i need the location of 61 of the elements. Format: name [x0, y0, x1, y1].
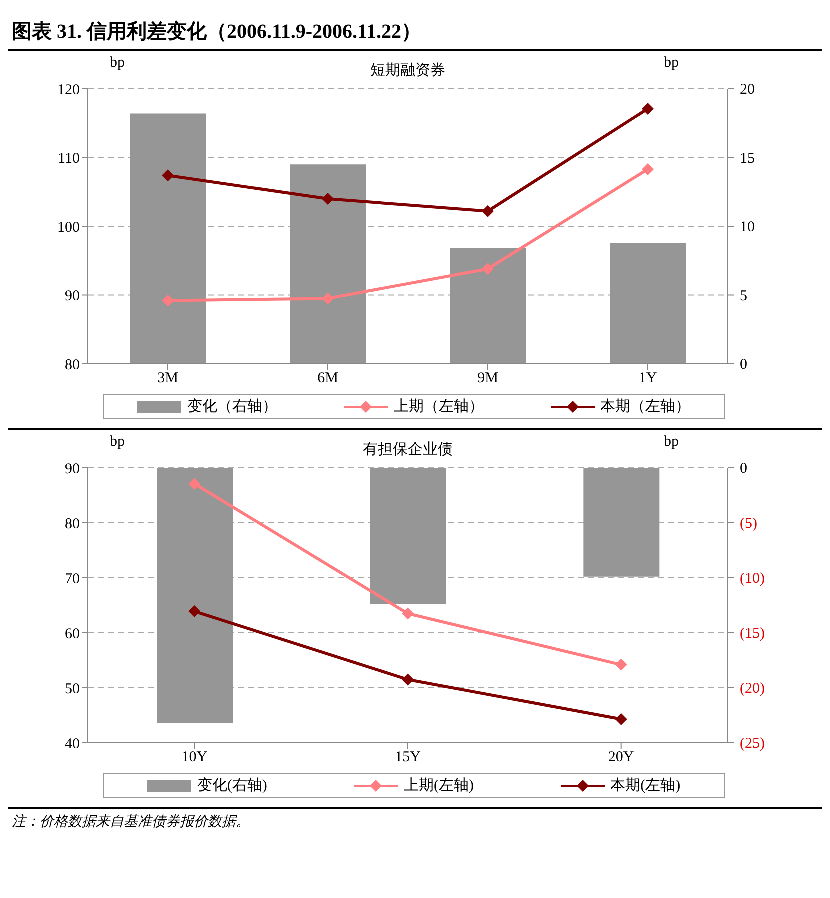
x-tick-label: 20Y — [608, 750, 634, 766]
y-axis-title: bp — [110, 55, 125, 72]
bar — [450, 248, 526, 364]
legend-label: 本期(左轴) — [610, 776, 681, 795]
y2-tick-label: (15) — [740, 626, 765, 642]
point — [188, 478, 201, 490]
y2-tick-label: 10 — [740, 220, 755, 236]
point — [615, 713, 628, 726]
y2-axis-title: bp — [664, 434, 679, 451]
point — [162, 294, 174, 307]
y2-tick-label: 0 — [740, 357, 748, 373]
bar — [130, 114, 206, 364]
point — [482, 205, 494, 218]
y-tick-label: 70 — [65, 571, 80, 588]
point — [322, 292, 334, 305]
x-tick-label: 9M — [478, 370, 498, 387]
y2-tick-label: (5) — [740, 516, 758, 532]
text: 注：价格数据来自基准债券报价数据。 — [11, 813, 251, 832]
point — [642, 102, 654, 115]
y2-tick-label: 20 — [740, 82, 755, 98]
legend-label: 变化（右轴） — [187, 398, 278, 416]
y-tick-label: 40 — [65, 736, 80, 752]
y-tick-label: 100 — [58, 220, 80, 236]
y2-axis-title: bp — [664, 55, 679, 72]
point — [188, 606, 201, 618]
y2-tick-label: (25) — [740, 736, 765, 752]
y-tick-label: 80 — [65, 357, 80, 374]
y2-tick-label: 0 — [740, 461, 748, 477]
y2-tick-label: (20) — [740, 681, 765, 697]
y2-tick-label: 5 — [740, 288, 748, 304]
y2-tick-label: (10) — [740, 571, 765, 587]
y-tick-label: 110 — [58, 151, 80, 168]
x-tick-label: 10Y — [182, 750, 208, 766]
bar — [290, 164, 366, 364]
y-tick-label: 50 — [65, 681, 80, 698]
legend-label: 上期（左轴） — [394, 398, 484, 416]
x-tick-label: 1Y — [638, 370, 658, 387]
point — [402, 674, 414, 686]
legend-label: 变化(右轴) — [197, 776, 268, 795]
y-tick-label: 80 — [65, 516, 80, 532]
y-tick-label: 120 — [58, 82, 80, 98]
x-tick-label: 6M — [318, 370, 338, 387]
bar — [610, 243, 686, 364]
chart-subtitle: 短期融资券 — [370, 63, 446, 79]
legend-label: 本期（左轴） — [600, 398, 691, 416]
y-tick-label: 90 — [65, 288, 80, 305]
chart-subtitle: 有担保企业债 — [363, 442, 453, 458]
x-tick-label: 3M — [158, 370, 178, 387]
point — [402, 608, 414, 620]
point — [162, 170, 174, 182]
y-axis-title: bp — [110, 434, 125, 451]
point — [322, 193, 334, 205]
y-tick-label: 90 — [65, 461, 80, 478]
chart-title: 图表 31. 信用利差变化（2006.11.9-2006.11.22） — [8, 8, 822, 51]
point — [482, 263, 494, 276]
legend-label: 上期(左轴) — [404, 776, 474, 795]
y2-tick-label: 15 — [740, 150, 755, 167]
x-tick-label: 15Y — [395, 750, 422, 766]
point — [642, 163, 654, 176]
point — [615, 658, 628, 671]
y-tick-label: 60 — [65, 626, 80, 642]
